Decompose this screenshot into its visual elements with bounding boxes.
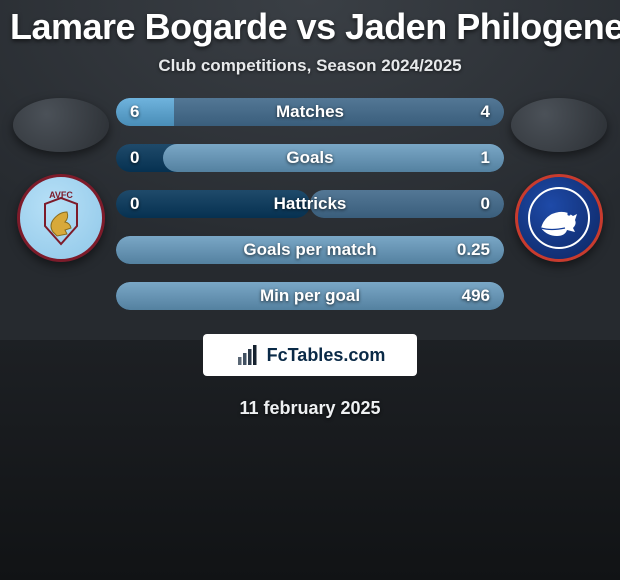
stat-label: Goals per match [116, 236, 504, 264]
stat-value-left: 0 [130, 190, 139, 218]
ipswich-crest-icon [525, 184, 593, 252]
club-left-badge: AVFC [17, 174, 105, 262]
stat-value-right: 496 [462, 282, 490, 310]
stat-row: Goals per match0.25 [116, 236, 504, 264]
stat-row: Goals0 1 [116, 144, 504, 172]
lion-icon [51, 212, 71, 236]
bars-chart-icon [235, 342, 261, 368]
club-right-badge [515, 174, 603, 262]
stat-value-left: 0 [130, 144, 139, 172]
brand-text: FcTables.com [267, 345, 386, 366]
horse-eye-icon [567, 212, 570, 215]
stats-bars: Matches64Goals01Hattricks00Goals per mat… [116, 98, 504, 310]
stat-value-right: 0 [481, 190, 490, 218]
stat-label: Min per goal [116, 282, 504, 310]
stat-label: Goals [116, 144, 504, 172]
subtitle: Club competitions, Season 2024/2025 [0, 56, 620, 76]
stat-row: Hattricks0 0 [116, 190, 504, 218]
stat-value-left: 6 [130, 98, 139, 126]
player-left-photo [13, 98, 109, 152]
date-text: 11 february 2025 [0, 398, 620, 419]
player-right-photo [511, 98, 607, 152]
stat-row: Min per goal496 [116, 282, 504, 310]
page-title: Lamare Bogarde vs Jaden Philogene-Bidace [0, 0, 620, 50]
stat-value-right: 4 [481, 98, 490, 126]
main-row: AVFC Matches64Goals01Hattricks00Goals pe… [0, 98, 620, 310]
stat-label: Matches [116, 98, 504, 126]
player-left-column: AVFC [6, 98, 116, 262]
brand-badge: FcTables.com [203, 334, 417, 376]
stat-value-right: 0.25 [457, 236, 490, 264]
stat-label: Hattricks [116, 190, 504, 218]
comparison-card: Lamare Bogarde vs Jaden Philogene-Bidace… [0, 0, 620, 580]
stat-row: Matches6 4 [116, 98, 504, 126]
avfc-crest-icon: AVFC [27, 184, 95, 252]
stat-value-right: 1 [481, 144, 490, 172]
player-right-column [504, 98, 614, 262]
horse-icon [541, 212, 577, 236]
